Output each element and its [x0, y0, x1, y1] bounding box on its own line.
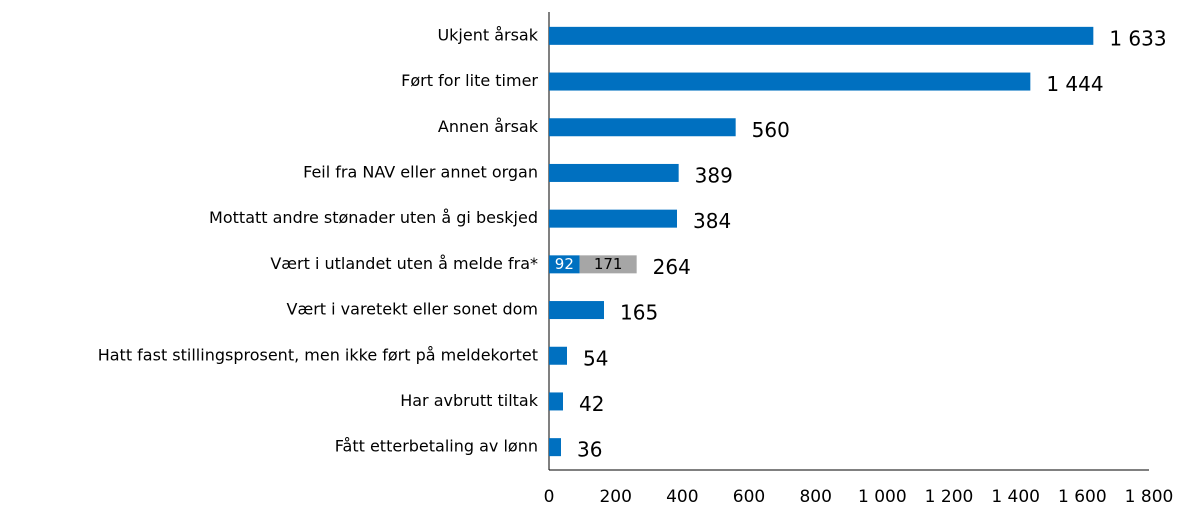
- total-label: 165: [620, 301, 658, 325]
- total-label: 54: [583, 346, 608, 370]
- x-tick-label: 1 200: [925, 487, 974, 506]
- bar: [579, 255, 637, 274]
- bar: [549, 346, 567, 365]
- bar: [549, 255, 580, 274]
- x-tick-label: 600: [733, 487, 765, 506]
- segment-label: 171: [594, 255, 623, 273]
- category-label: Ført for lite timer: [401, 71, 538, 90]
- total-label: 42: [579, 392, 604, 416]
- total-label: 264: [653, 255, 691, 279]
- segment-label: 92: [555, 255, 574, 273]
- category-label: Annen årsak: [438, 117, 539, 136]
- bar: [549, 72, 1031, 91]
- category-label: Feil fra NAV eller annet organ: [303, 162, 538, 181]
- category-label: Fått etterbetaling av lønn: [335, 437, 538, 456]
- category-label: Hatt fast stillingsprosent, men ikke før…: [98, 345, 538, 364]
- bar: [549, 26, 1094, 45]
- bar: [549, 392, 563, 411]
- total-label: 389: [695, 163, 733, 187]
- total-label: 560: [752, 118, 790, 142]
- category-label: Ukjent årsak: [437, 25, 538, 44]
- category-label: Vært i utlandet uten å melde fra*: [270, 254, 538, 273]
- x-tick-label: 1 400: [991, 487, 1040, 506]
- x-tick-label: 1 800: [1125, 487, 1174, 506]
- bar: [549, 163, 679, 182]
- bar: [549, 118, 736, 137]
- category-label: Vært i varetekt eller sonet dom: [287, 300, 538, 319]
- bar: [549, 301, 604, 320]
- total-label: 1 444: [1046, 72, 1103, 96]
- x-tick-label: 400: [666, 487, 698, 506]
- x-tick-label: 800: [799, 487, 831, 506]
- x-tick-label: 0: [544, 487, 555, 506]
- x-tick-label: 1 600: [1058, 487, 1107, 506]
- x-tick-label: 200: [599, 487, 631, 506]
- category-label: Har avbrutt tiltak: [400, 391, 539, 410]
- bar: [549, 438, 561, 457]
- total-label: 1 633: [1109, 26, 1166, 50]
- bar: [549, 209, 677, 228]
- category-label: Mottatt andre stønader uten å gi beskjed: [209, 208, 538, 227]
- x-tick-label: 1 000: [858, 487, 907, 506]
- total-label: 36: [577, 438, 602, 462]
- total-label: 384: [693, 209, 731, 233]
